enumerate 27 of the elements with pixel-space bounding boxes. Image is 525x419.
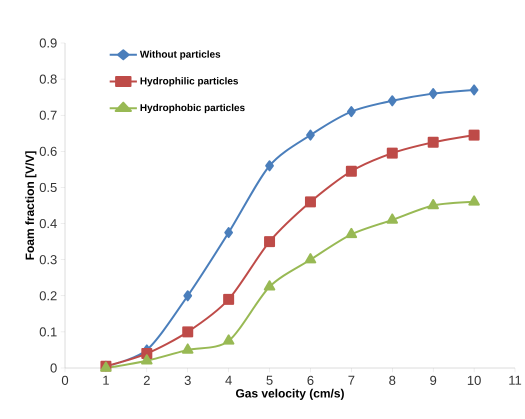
y-tick-label: 0.3 bbox=[40, 255, 57, 264]
x-tick-label: 3 bbox=[184, 376, 191, 385]
y-tick-label: 0.8 bbox=[40, 74, 57, 84]
y-tick-label: 0.6 bbox=[40, 146, 57, 156]
legend-label: Hydrophilic particles bbox=[140, 77, 238, 86]
legend-label: Hydrophobic particles bbox=[140, 104, 245, 114]
x-tick-label: 4 bbox=[225, 376, 232, 385]
y-tick-label: 0.2 bbox=[40, 291, 57, 300]
x-tick-label: 8 bbox=[389, 376, 396, 385]
x-tick-label: 6 bbox=[308, 376, 314, 385]
x-tick-label: 11 bbox=[509, 376, 522, 385]
y-tick-label: 0.9 bbox=[40, 38, 57, 48]
x-axis-title: Gas velocity (cm/s) bbox=[236, 388, 344, 400]
legend-label: Without particles bbox=[140, 50, 220, 60]
y-tick-label: 0.1 bbox=[40, 327, 57, 336]
x-tick-label: 1 bbox=[103, 376, 109, 385]
y-tick-label: 0.7 bbox=[40, 110, 57, 120]
y-axis-title: Foam fraction [V/V] bbox=[25, 151, 36, 260]
y-tick-label: 0 bbox=[50, 363, 57, 373]
y-tick-label: 0.4 bbox=[40, 218, 57, 228]
y-tick-label: 0.5 bbox=[40, 182, 57, 192]
x-tick-label: 9 bbox=[430, 376, 436, 385]
x-tick-label: 5 bbox=[266, 376, 273, 385]
x-tick-label: 7 bbox=[348, 376, 354, 385]
x-tick-label: 2 bbox=[144, 376, 150, 385]
x-tick-label: 0 bbox=[62, 376, 68, 385]
x-tick-label: 10 bbox=[468, 376, 481, 385]
